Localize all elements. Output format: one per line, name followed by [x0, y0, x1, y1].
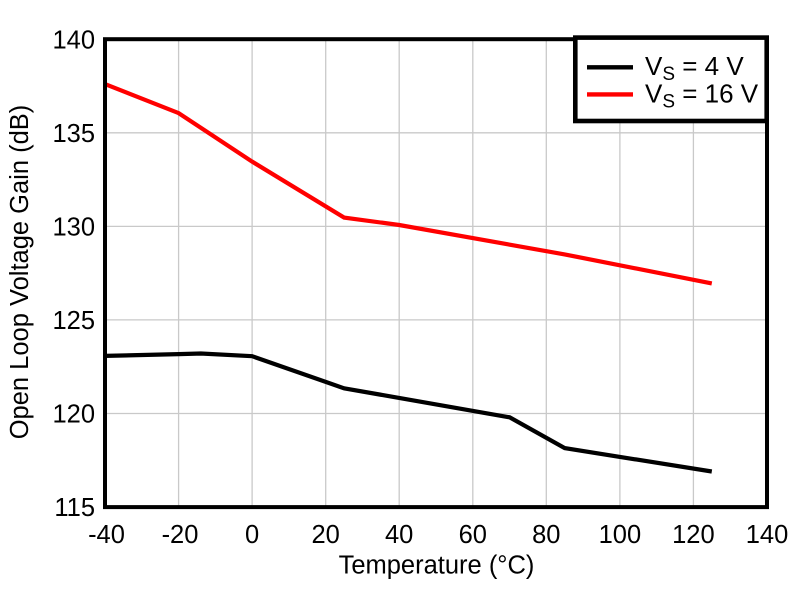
- svg-text:20: 20: [312, 521, 340, 549]
- svg-text:115: 115: [54, 494, 95, 522]
- svg-text:VS = 4 V: VS = 4 V: [645, 51, 744, 85]
- svg-text:100: 100: [599, 521, 642, 549]
- svg-text:120: 120: [52, 401, 95, 429]
- svg-text:-40: -40: [88, 521, 125, 549]
- svg-text:40: 40: [385, 521, 413, 549]
- svg-text:125: 125: [52, 307, 95, 335]
- svg-text:140: 140: [746, 521, 789, 549]
- svg-text:0: 0: [245, 521, 259, 549]
- svg-text:VS = 16 V: VS = 16 V: [645, 78, 759, 112]
- svg-text:130: 130: [52, 214, 95, 242]
- svg-text:60: 60: [459, 521, 487, 549]
- svg-text:120: 120: [672, 521, 715, 549]
- svg-text:140: 140: [52, 26, 95, 54]
- svg-text:Open Loop Voltage Gain (dB): Open Loop Voltage Gain (dB): [6, 105, 34, 440]
- svg-text:Temperature (°C): Temperature (°C): [339, 552, 535, 580]
- svg-text:135: 135: [52, 120, 95, 148]
- svg-text:80: 80: [532, 521, 560, 549]
- svg-text:-20: -20: [162, 521, 199, 549]
